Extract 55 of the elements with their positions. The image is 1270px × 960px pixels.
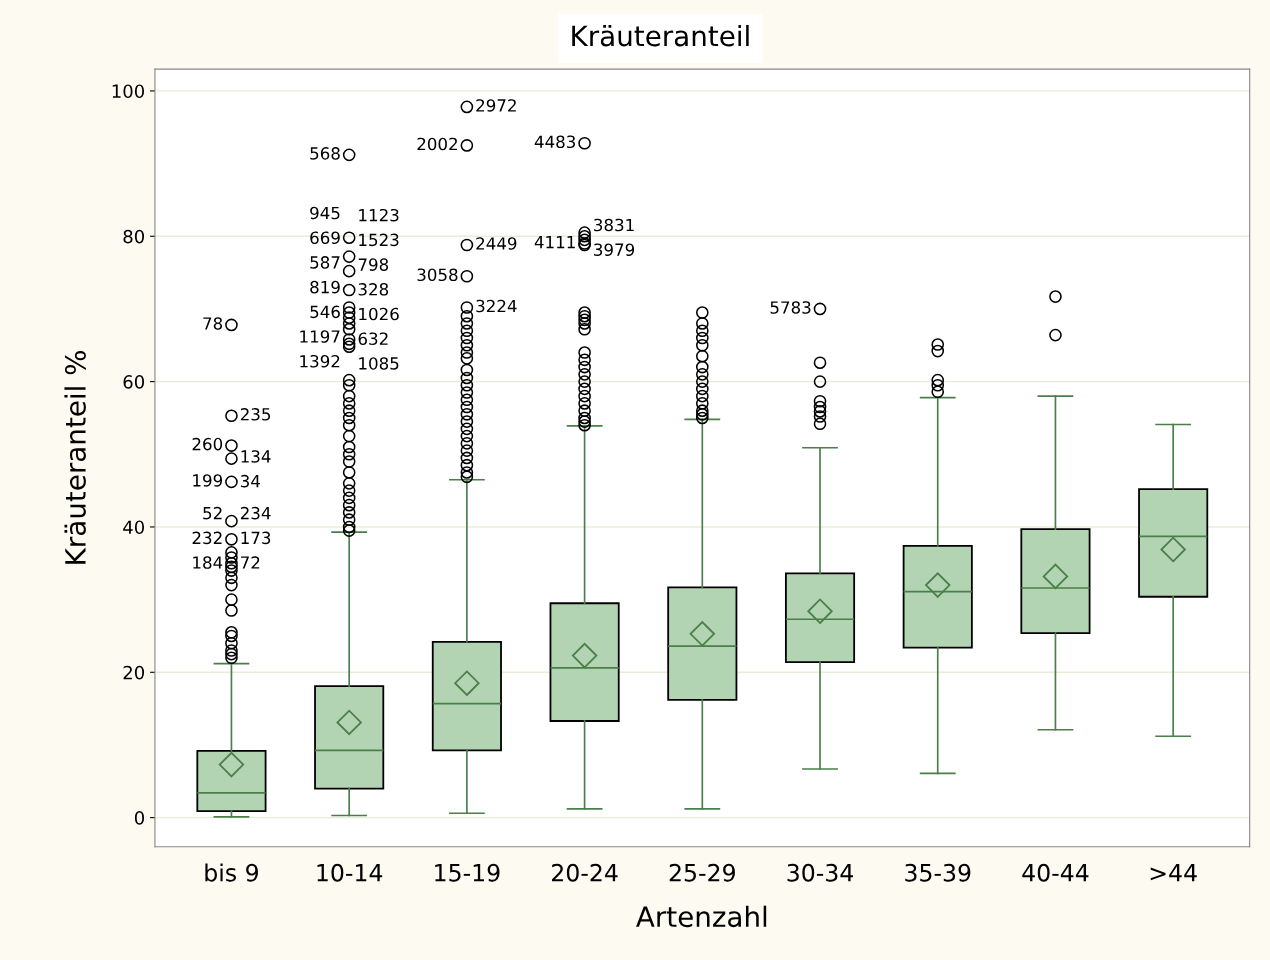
annotation: 1085 xyxy=(359,357,399,370)
annotation: 328 xyxy=(358,283,389,296)
annotation: 52 xyxy=(203,506,222,520)
chart-title: Kräuteranteil xyxy=(572,24,749,47)
annotation: 3058 xyxy=(417,268,458,282)
y-tick-label: 20 xyxy=(123,665,145,680)
annotation: 3224 xyxy=(476,299,517,313)
x-tick-label: 10-14 xyxy=(317,863,383,882)
annotation: 1197 xyxy=(300,330,340,343)
annotation: 134 xyxy=(241,450,271,463)
x-tick-label: 30-34 xyxy=(787,863,853,882)
y-tick-label: 100 xyxy=(112,84,145,99)
x-tick-label: 20-24 xyxy=(552,863,618,882)
x-tick-label: 40-44 xyxy=(1022,863,1089,882)
annotation: 78 xyxy=(203,317,223,330)
annotation: 798 xyxy=(358,258,389,271)
annotation: 1123 xyxy=(359,208,399,222)
x-tick-label: 35-39 xyxy=(905,863,971,882)
y-tick-label: 40 xyxy=(123,520,145,535)
annotation: 34 xyxy=(240,474,260,488)
annotation: 1523 xyxy=(359,233,399,247)
annotation: 173 xyxy=(241,531,271,545)
y-axis-title: Kräuteranteil % xyxy=(64,350,86,564)
annotation: 232 xyxy=(192,531,222,545)
annotation: 1026 xyxy=(359,307,399,321)
annotation: 2002 xyxy=(417,137,457,151)
annotation: 819 xyxy=(310,280,340,294)
annotation: 587 xyxy=(310,256,340,269)
annotation: 3979 xyxy=(594,243,635,256)
annotation: 3831 xyxy=(594,218,634,232)
annotation: 546 xyxy=(310,305,340,319)
x-tick-label: 25-29 xyxy=(669,863,735,882)
annotation: 4483 xyxy=(534,135,576,149)
annotation: 2972 xyxy=(476,99,516,112)
annotation: 632 xyxy=(358,332,388,346)
y-tick-label: 80 xyxy=(123,229,145,244)
y-tick-label: 60 xyxy=(123,375,145,389)
x-axis-title: Artenzahl xyxy=(636,905,767,928)
annotation: 1392 xyxy=(300,354,340,368)
annotation: 234 xyxy=(240,506,271,520)
x-tick-label: 15-19 xyxy=(435,863,500,882)
annotation: 568 xyxy=(310,147,340,160)
annotation: 199 xyxy=(193,474,223,487)
annotation: 5783 xyxy=(770,301,811,314)
annotation: 4111 xyxy=(534,235,575,249)
annotation: 945 xyxy=(310,206,340,220)
y-tick-label: 0 xyxy=(134,811,145,825)
annotation: 235 xyxy=(240,408,271,421)
annotation: 669 xyxy=(310,231,340,245)
annotation: 184 xyxy=(193,556,223,569)
annotation: 2449 xyxy=(476,237,517,250)
x-tick-label: bis 9 xyxy=(205,863,258,882)
annotation: 260 xyxy=(192,437,223,451)
annotation: 72 xyxy=(241,556,260,569)
x-tick-label: >44 xyxy=(1150,864,1197,882)
